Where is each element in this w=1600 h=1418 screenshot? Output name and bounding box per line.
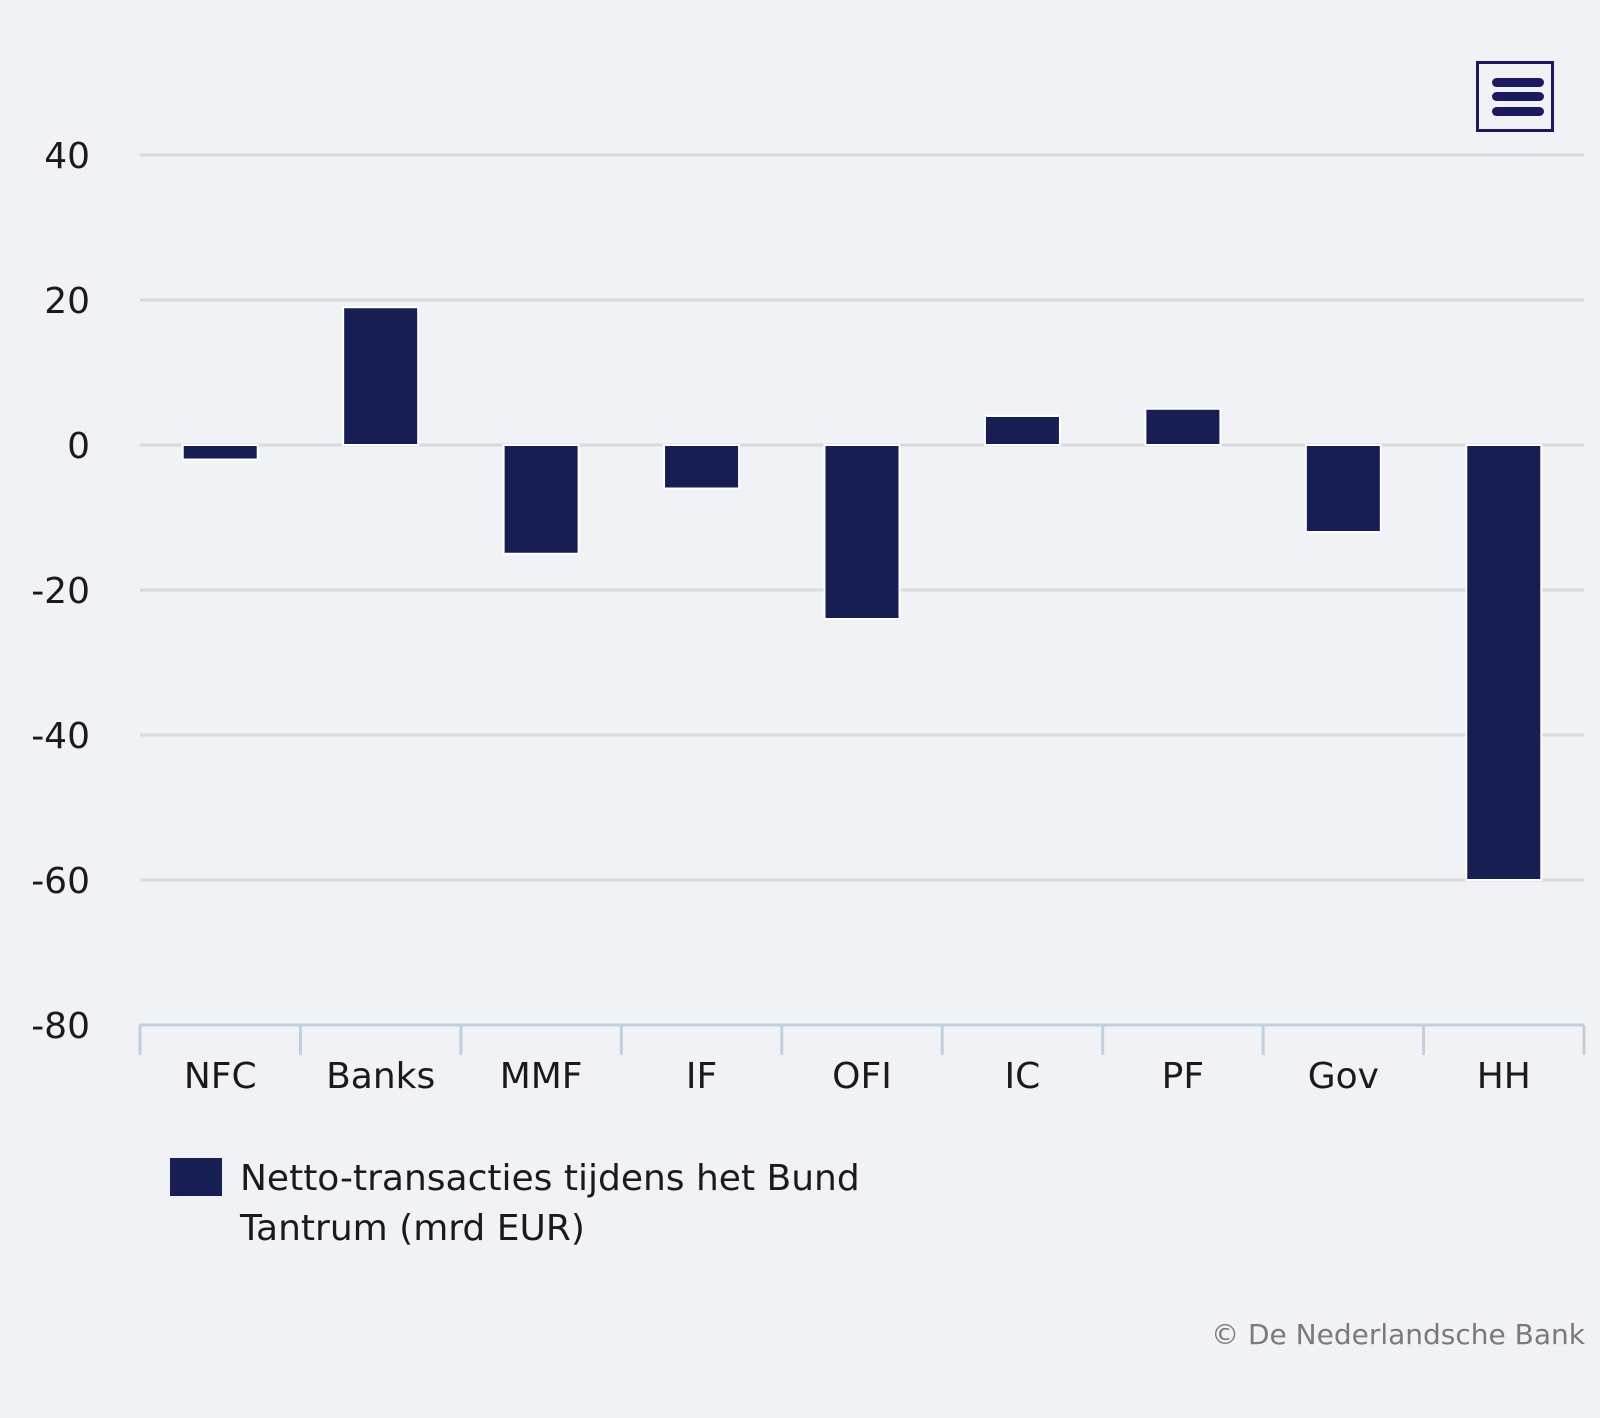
x-tick-label: IC [1005, 1056, 1041, 1097]
bar-nfc[interactable] [181, 444, 259, 461]
bar-if[interactable] [663, 444, 741, 490]
x-tick-label: NFC [184, 1056, 257, 1097]
credit-text[interactable]: © De Nederlandsche Bank [1211, 1318, 1585, 1351]
x-axis-labels: NFC Banks MMF IF OFI IC PF Gov HH [184, 1056, 1531, 1097]
x-tick-label: PF [1162, 1056, 1204, 1097]
y-tick-label: 0 [67, 426, 90, 467]
y-tick-label: -20 [31, 571, 90, 612]
bar-hh[interactable] [1465, 444, 1543, 881]
x-tick-label: HH [1477, 1056, 1531, 1097]
legend-swatch [170, 1158, 222, 1196]
bar-pf[interactable] [1144, 407, 1222, 446]
x-tick-label: MMF [500, 1056, 583, 1097]
x-axis [138, 1023, 1586, 1055]
hamburger-menu-icon [1492, 78, 1544, 87]
y-tick-label: 40 [44, 136, 90, 177]
y-tick-label: -80 [31, 1006, 90, 1047]
legend[interactable]: Netto-transacties tijdens het Bund Tantr… [170, 1154, 940, 1254]
hamburger-menu-icon [1492, 92, 1544, 101]
x-tick-label: IF [686, 1056, 717, 1097]
bar-mmf[interactable] [502, 444, 580, 555]
x-tick-label: Gov [1308, 1056, 1379, 1097]
bar-ofi[interactable] [823, 444, 901, 620]
x-tick-label: Banks [326, 1056, 435, 1097]
y-tick-label: -40 [31, 716, 90, 757]
bar-ic[interactable] [983, 415, 1061, 446]
bar-banks[interactable] [342, 306, 420, 446]
y-tick-label: -60 [31, 861, 90, 902]
bar-gov[interactable] [1304, 444, 1382, 533]
chart-menu-button[interactable] [1476, 61, 1554, 132]
bars [181, 306, 1543, 881]
hamburger-menu-icon [1492, 107, 1544, 116]
x-tick-label: OFI [832, 1056, 892, 1097]
legend-label: Netto-transacties tijdens het Bund Tantr… [240, 1158, 860, 1249]
y-axis-ticks: 40 20 0 -20 -40 -60 -80 [31, 136, 90, 1047]
y-tick-label: 20 [44, 281, 90, 322]
